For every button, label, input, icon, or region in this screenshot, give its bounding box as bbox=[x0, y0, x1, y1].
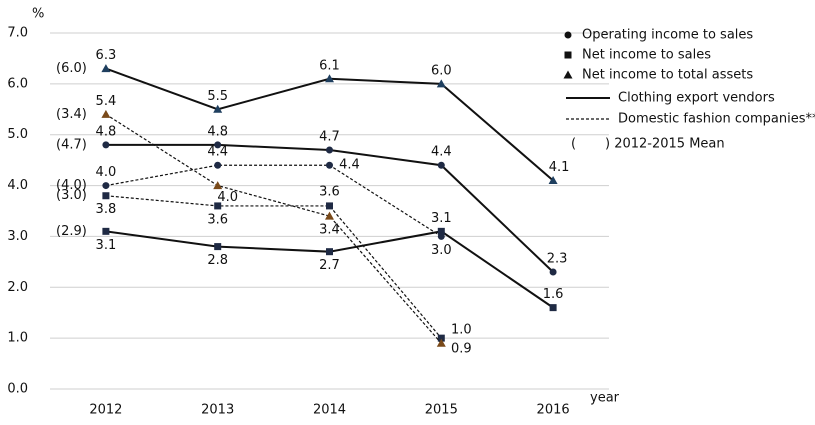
data-point bbox=[214, 243, 222, 251]
x-tick-label: 2013 bbox=[201, 403, 234, 418]
data-point bbox=[101, 109, 111, 118]
value-label: 5.5 bbox=[207, 89, 228, 104]
data-point bbox=[102, 192, 110, 200]
legend-label: Net income to sales bbox=[582, 48, 711, 63]
legend-label: Net income to total assets bbox=[582, 68, 753, 83]
legend-label: Clothing export vendors bbox=[618, 91, 775, 106]
series-line bbox=[105, 195, 442, 339]
value-label: 4.7 bbox=[319, 129, 340, 144]
y-tick-label: 6.0 bbox=[7, 76, 28, 91]
y-tick-label: 5.0 bbox=[7, 127, 28, 142]
data-point bbox=[326, 146, 333, 154]
y-tick-label: 0.0 bbox=[7, 382, 28, 397]
x-axis-label: year bbox=[590, 391, 620, 406]
data-point bbox=[326, 202, 333, 210]
series-line bbox=[105, 164, 442, 237]
data-point bbox=[436, 338, 446, 347]
legend-marker bbox=[564, 31, 572, 39]
data-point bbox=[548, 175, 558, 184]
data-point bbox=[213, 181, 223, 190]
value-label: 1.0 bbox=[451, 323, 472, 338]
value-label: 1.6 bbox=[543, 287, 564, 302]
x-tick-label: 2014 bbox=[313, 403, 346, 418]
value-label: 4.1 bbox=[549, 160, 570, 175]
data-point bbox=[101, 64, 111, 73]
y-tick-label: 2.0 bbox=[7, 280, 28, 295]
data-point bbox=[214, 141, 222, 149]
value-label: 2.8 bbox=[207, 253, 228, 268]
data-point bbox=[437, 227, 445, 235]
mean-label: (6.0) bbox=[56, 61, 87, 76]
y-tick-label: 4.0 bbox=[7, 178, 28, 193]
mean-label: (3.4) bbox=[56, 107, 87, 122]
data-point bbox=[213, 104, 223, 113]
value-label: 0.9 bbox=[451, 342, 472, 357]
data-point bbox=[549, 268, 557, 276]
y-unit: % bbox=[32, 7, 44, 22]
y-tick-label: 3.0 bbox=[7, 229, 28, 244]
legend-label: Operating income to sales bbox=[582, 28, 753, 43]
value-label: 2.7 bbox=[319, 258, 340, 273]
value-label: 4.0 bbox=[217, 190, 238, 205]
data-point bbox=[326, 248, 333, 256]
mean-label: (4.0) bbox=[56, 178, 87, 193]
data-point bbox=[437, 232, 445, 240]
legend-marker bbox=[564, 51, 572, 59]
value-label: 3.1 bbox=[96, 238, 117, 253]
value-label: 4.4 bbox=[339, 158, 360, 173]
value-label: 4.4 bbox=[207, 145, 228, 160]
data-point bbox=[214, 202, 222, 210]
data-point bbox=[437, 334, 445, 342]
value-label: 4.8 bbox=[96, 124, 117, 139]
y-tick-label: 1.0 bbox=[7, 331, 28, 346]
mean-label: (4.7) bbox=[56, 137, 87, 152]
data-point bbox=[325, 74, 334, 83]
value-label: 3.6 bbox=[319, 184, 340, 199]
data-point bbox=[102, 141, 110, 149]
value-label: 4.4 bbox=[431, 145, 452, 160]
x-tick-label: 2016 bbox=[537, 403, 570, 418]
value-label: 4.0 bbox=[96, 165, 117, 180]
mean-label: (2.9) bbox=[56, 224, 87, 239]
value-label: 3.1 bbox=[431, 211, 452, 226]
data-point bbox=[102, 182, 110, 190]
data-point bbox=[214, 161, 222, 169]
value-label: 3.6 bbox=[207, 212, 228, 227]
series-line bbox=[105, 113, 442, 344]
data-point bbox=[549, 304, 557, 312]
data-point bbox=[437, 161, 445, 169]
value-label: 5.4 bbox=[96, 94, 117, 109]
x-tick-label: 2015 bbox=[425, 403, 458, 418]
x-tick-label: 2012 bbox=[89, 403, 122, 418]
value-label: 6.0 bbox=[431, 63, 452, 78]
data-point bbox=[325, 211, 334, 220]
data-point bbox=[326, 161, 333, 169]
legend-label: Domestic fashion companies** bbox=[618, 112, 815, 127]
value-label: 3.0 bbox=[431, 243, 452, 258]
value-label: 2.3 bbox=[547, 252, 568, 267]
value-label: 3.4 bbox=[319, 223, 340, 238]
y-tick-label: 7.0 bbox=[7, 26, 28, 41]
value-label: 3.8 bbox=[96, 202, 117, 217]
legend-marker bbox=[563, 70, 573, 79]
data-point bbox=[102, 227, 110, 235]
value-label: 6.3 bbox=[96, 48, 117, 63]
value-label: 6.1 bbox=[319, 58, 340, 73]
data-point bbox=[436, 79, 446, 88]
value-label: 4.8 bbox=[207, 124, 228, 139]
legend-note: ( ) 2012-2015 Mean bbox=[571, 137, 725, 152]
mean-label: (3.0) bbox=[56, 188, 87, 203]
